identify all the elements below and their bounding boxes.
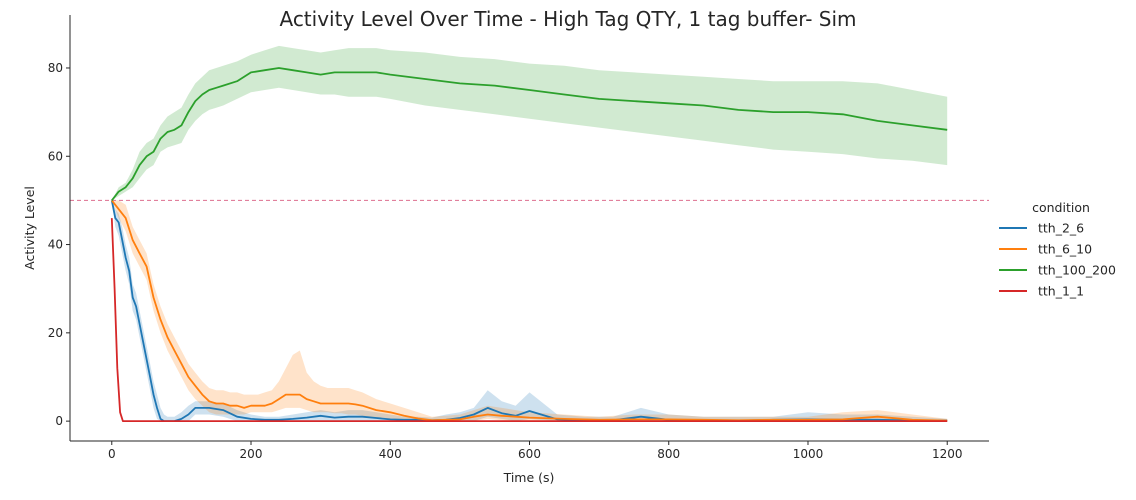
series-lines (110, 67, 948, 423)
series-line-tth-1-1 (110, 218, 948, 423)
y-axis-label: Activity Level (22, 186, 37, 270)
series-line-tth-100-200 (111, 67, 948, 201)
chart-title: Activity Level Over Time - High Tag QTY,… (279, 7, 856, 31)
y-axis-ticks: 0 20 40 60 80 (48, 61, 70, 428)
x-tick-label: 800 (657, 447, 680, 461)
band-tth-100-200 (111, 45, 948, 201)
series-line-tth-2-6 (110, 200, 948, 423)
y-tick-label: 0 (55, 414, 63, 428)
legend-label-tth-1-1: tth_1_1 (1038, 284, 1084, 299)
legend-label-tth-6-10: tth_6_10 (1038, 242, 1092, 257)
x-tick-label: 1000 (793, 447, 824, 461)
confidence-bands (111, 45, 948, 422)
legend: condition tth_2_6 tth_6_10 tth_100_200 tth_… (999, 200, 1116, 299)
x-tick-label: 0 (108, 447, 116, 461)
band-tth-6-10 (111, 200, 948, 422)
x-tick-label: 200 (240, 447, 263, 461)
y-tick-label: 60 (48, 149, 63, 163)
legend-label-tth-2-6: tth_2_6 (1038, 221, 1084, 236)
legend-title: condition (1032, 200, 1090, 215)
y-tick-label: 40 (48, 238, 63, 252)
y-tick-label: 80 (48, 61, 63, 75)
legend-label-tth-100-200: tth_100_200 (1038, 263, 1116, 278)
x-tick-label: 400 (379, 447, 402, 461)
x-axis-label: Time (s) (503, 470, 555, 485)
x-tick-label: 600 (518, 447, 541, 461)
x-tick-label: 1200 (932, 447, 963, 461)
series-line-tth-6-10 (111, 199, 948, 422)
band-tth-2-6 (111, 200, 948, 422)
y-tick-label: 20 (48, 326, 63, 340)
x-axis-ticks: 0 200 400 600 800 1000 1200 (108, 441, 963, 461)
